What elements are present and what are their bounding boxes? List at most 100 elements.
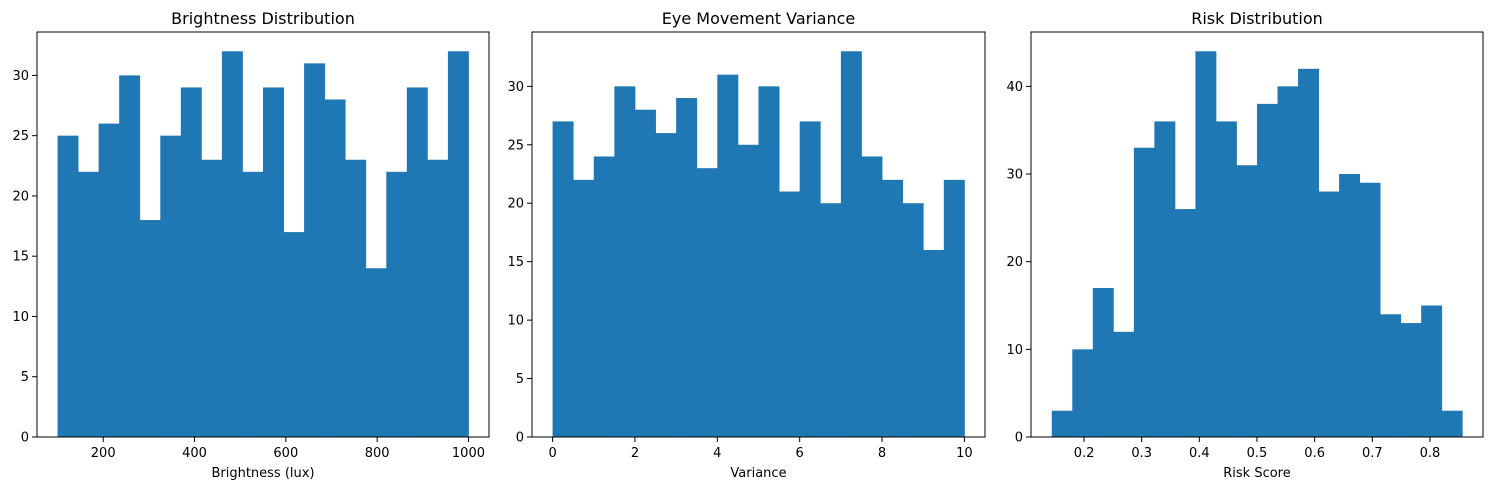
histogram-bar	[840, 51, 862, 438]
histogram-bar	[180, 87, 202, 438]
histogram-bar	[1133, 147, 1155, 437]
histogram-bar	[737, 144, 759, 437]
chart-title: Brightness Distribution	[171, 9, 355, 28]
y-tick-label: 40	[1006, 80, 1023, 95]
chart-title: Risk Distribution	[1191, 9, 1323, 28]
x-tick-label: 0.7	[1362, 446, 1383, 461]
bars	[57, 51, 469, 438]
histogram-bar	[1072, 349, 1094, 437]
histogram-bar	[1318, 191, 1340, 437]
histogram-bar	[655, 133, 677, 438]
histogram-bar	[1277, 86, 1299, 437]
bars	[1051, 51, 1463, 438]
y-ticks: 0 10 20 30 40	[1006, 80, 1031, 446]
y-tick-label: 25	[12, 129, 29, 144]
histogram-bar	[861, 156, 883, 437]
histogram-bar	[1298, 68, 1319, 438]
histogram-bar	[345, 159, 367, 437]
histogram-bar	[820, 203, 842, 437]
y-tick-label: 0	[1015, 431, 1023, 446]
histogram-bar	[717, 74, 739, 437]
histogram-bar	[1380, 314, 1402, 437]
histogram-bar	[902, 203, 924, 437]
y-tick-label: 15	[12, 250, 29, 265]
histogram-bar	[283, 232, 305, 437]
histogram-bar	[1359, 182, 1381, 437]
histogram-bar	[676, 98, 698, 437]
histogram-bar	[57, 135, 79, 438]
histogram-bar	[799, 121, 821, 437]
x-tick-label: 800	[365, 446, 390, 461]
histogram-bar	[1339, 174, 1361, 437]
histogram-bar	[1174, 209, 1196, 437]
x-axis-label: Risk Score	[1223, 466, 1291, 481]
histogram-bar	[98, 123, 120, 437]
histogram-bar	[1421, 305, 1443, 437]
x-axis-label: Brightness (lux)	[211, 466, 314, 481]
histogram-bar	[614, 86, 636, 437]
y-tick-label: 30	[507, 80, 524, 95]
histogram-bar	[447, 51, 469, 438]
x-tick-label: 8	[878, 446, 886, 461]
histogram-bar	[1051, 410, 1073, 437]
y-tick-label: 30	[1006, 168, 1023, 183]
histogram-bar	[1441, 410, 1463, 437]
histogram-bar	[365, 268, 387, 437]
y-tick-label: 0	[21, 431, 29, 446]
x-tick-label: 2	[631, 446, 639, 461]
x-tick-label: 0.4	[1189, 446, 1210, 461]
histogram-bar	[1400, 323, 1422, 437]
histogram-bar	[78, 171, 100, 438]
y-tick-label: 25	[507, 138, 524, 153]
histogram-bar	[1154, 121, 1176, 437]
histogram-bar	[386, 171, 408, 438]
histogram-bar	[221, 51, 243, 438]
x-tick-label: 200	[91, 446, 116, 461]
plot-frame	[531, 31, 986, 438]
plot-frame	[36, 31, 490, 438]
x-tick-label: 0.5	[1247, 446, 1268, 461]
histogram-bar	[923, 249, 945, 437]
histogram-bar	[779, 191, 801, 437]
histogram-bar	[882, 179, 904, 437]
histogram-bar	[593, 156, 615, 437]
y-tick-label: 5	[516, 372, 524, 387]
y-tick-label: 20	[12, 189, 29, 204]
x-tick-label: 0.2	[1074, 446, 1095, 461]
y-tick-label: 15	[507, 255, 524, 270]
chart-brightness-distribution: Brightness Distribution Brightness (lux)…	[12, 9, 490, 481]
x-tick-label: 400	[182, 446, 207, 461]
x-tick-label: 4	[713, 446, 721, 461]
plot-frame	[1030, 31, 1484, 438]
histogram-bar	[427, 159, 449, 437]
x-axis-label: Variance	[730, 466, 786, 481]
histogram-bar	[1215, 121, 1237, 437]
x-tick-label: 10	[956, 446, 973, 461]
histogram-bar	[1113, 331, 1135, 437]
x-ticks: 200 400 600 800 1000	[91, 437, 485, 461]
y-tick-label: 10	[12, 310, 29, 325]
histogram-bar	[573, 179, 595, 437]
histogram-bar	[160, 135, 182, 438]
y-tick-label: 20	[1006, 255, 1023, 270]
histogram-bar	[324, 99, 346, 437]
y-tick-label: 0	[516, 431, 524, 446]
x-tick-label: 6	[796, 446, 804, 461]
histogram-bar	[943, 179, 965, 437]
y-tick-label: 10	[507, 314, 524, 329]
y-tick-label: 5	[21, 370, 29, 385]
histogram-bar	[696, 168, 718, 438]
histogram-bar	[242, 171, 264, 438]
y-tick-label: 10	[1006, 343, 1023, 358]
histogram-bar	[263, 87, 284, 438]
chart-eye-movement-variance: Eye Movement Variance Variance 0 2 4 6 8 10 0…	[507, 9, 986, 481]
y-ticks: 0 5 10 15 20 25 30	[12, 69, 37, 446]
chart-risk-distribution: Risk Distribution Risk Score 0.2 0.3 0.4 0.…	[1006, 9, 1484, 481]
histogram-bar	[139, 220, 161, 437]
histogram-bar	[758, 86, 780, 437]
x-tick-label: 0.3	[1131, 446, 1152, 461]
histogram-bar	[634, 109, 656, 438]
histogram-bar	[552, 121, 574, 437]
chart-title: Eye Movement Variance	[662, 9, 855, 28]
y-tick-label: 30	[12, 69, 29, 84]
